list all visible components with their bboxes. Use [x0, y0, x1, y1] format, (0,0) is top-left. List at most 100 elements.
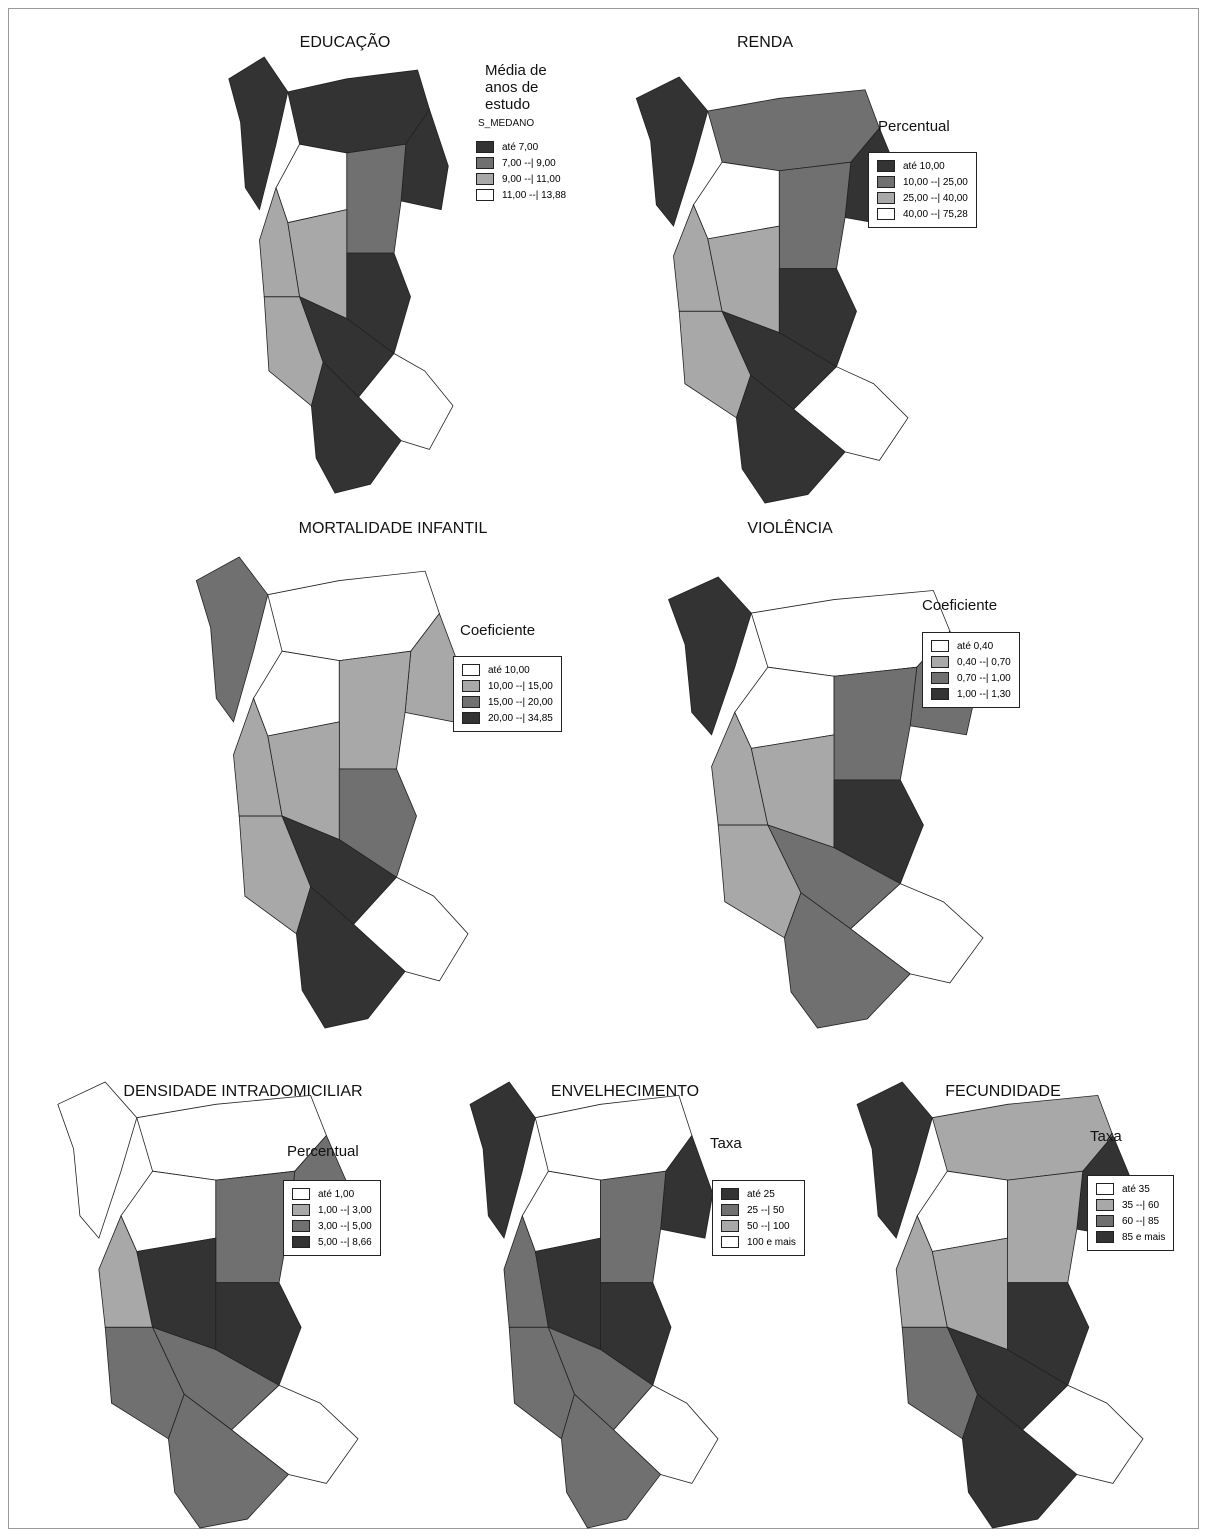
legend-label: 5,00 --| 8,66 — [318, 1236, 372, 1248]
legend: até 25 25 --| 50 50 --| 100 100 e mais — [712, 1180, 805, 1256]
map — [668, 576, 984, 1029]
map-region — [668, 576, 752, 736]
legend-entry: 25,00 --| 40,00 — [877, 190, 968, 206]
legend-swatch — [462, 696, 480, 708]
legend-entry: 15,00 --| 20,00 — [462, 694, 553, 710]
legend-label: 0,40 --| 0,70 — [957, 656, 1011, 668]
legend-swatch — [877, 176, 895, 188]
legend-label: 25 --| 50 — [747, 1204, 785, 1216]
legend-swatch — [1096, 1183, 1114, 1195]
map-region — [1007, 1282, 1090, 1386]
map-title: RENDA — [736, 34, 794, 51]
legend-label: até 0,40 — [957, 640, 994, 652]
legend: até 0,40 0,40 --| 0,70 0,70 --| 1,00 1,00 -… — [922, 632, 1020, 708]
legend-swatch — [931, 672, 949, 684]
legend-swatch — [476, 141, 494, 153]
map-region — [833, 666, 918, 781]
legend-entry: 20,00 --| 34,85 — [462, 710, 553, 726]
legend-label: 10,00 --| 25,00 — [903, 176, 968, 188]
legend-swatch — [931, 640, 949, 652]
legend-label: 35 --| 60 — [1122, 1199, 1160, 1211]
legend-swatch — [292, 1220, 310, 1232]
map-region — [338, 650, 412, 770]
map-region — [961, 1393, 1078, 1529]
legend-swatch — [1096, 1199, 1114, 1211]
legend-entry: 9,00 --| 11,00 — [476, 171, 566, 187]
map-region — [521, 1170, 601, 1252]
legend-swatch — [292, 1188, 310, 1200]
legend-entry: 7,00 --| 9,00 — [476, 155, 566, 171]
map — [469, 1081, 719, 1529]
legend-label: até 1,00 — [318, 1188, 355, 1200]
map-region — [338, 768, 417, 878]
map-region — [346, 143, 407, 254]
legend-swatch — [877, 160, 895, 172]
legend-swatch — [476, 157, 494, 169]
legend-entry: 100 e mais — [721, 1234, 796, 1250]
legend-title: Percentual — [878, 118, 950, 135]
map-region — [600, 1170, 667, 1284]
legend-entry: 1,00 --| 1,30 — [931, 686, 1011, 702]
legend-label: 9,00 --| 11,00 — [502, 173, 561, 185]
map-region — [916, 1170, 1008, 1252]
legend-entry: 11,00 --| 13,88 — [476, 187, 566, 203]
legend-swatch — [721, 1204, 739, 1216]
legend-swatch — [292, 1204, 310, 1216]
legend-entry: até 1,00 — [292, 1186, 372, 1202]
legend-swatch — [462, 664, 480, 676]
map-region — [778, 161, 852, 270]
legend-swatch — [721, 1188, 739, 1200]
map-region — [734, 666, 835, 749]
legend-label: 25,00 --| 40,00 — [903, 192, 968, 204]
map-region — [120, 1170, 217, 1252]
map-region — [735, 374, 846, 504]
legend-swatch — [1096, 1231, 1114, 1243]
legend-entry: 5,00 --| 8,66 — [292, 1234, 372, 1250]
legend-title: Coeficiente — [922, 597, 998, 614]
legend: até 10,00 10,00 --| 15,00 15,00 --| 20,00 2… — [453, 656, 562, 732]
legend-label: 100 e mais — [747, 1236, 796, 1248]
frame — [8, 8, 1199, 1529]
legend-entry: até 35 — [1096, 1181, 1165, 1197]
map-title: ENVELHECIMENTO — [550, 1083, 700, 1100]
legend-entry: até 10,00 — [877, 158, 968, 174]
legend-entry: 10,00 --| 15,00 — [462, 678, 553, 694]
map-title: MORTALIDADE INFANTIL — [298, 520, 488, 537]
legend-label: até 10,00 — [903, 160, 945, 172]
legend-entry: 1,00 --| 3,00 — [292, 1202, 372, 1218]
map-region — [635, 76, 709, 227]
legend-label: 1,00 --| 1,30 — [957, 688, 1011, 700]
legend-label: 0,70 --| 1,00 — [957, 672, 1011, 684]
legend-swatch — [292, 1236, 310, 1248]
legend-label: até 10,00 — [488, 664, 530, 676]
map-region — [195, 556, 269, 723]
legend-label: até 7,00 — [502, 141, 539, 153]
map-region — [275, 143, 348, 224]
map — [195, 556, 469, 1029]
map-region — [346, 252, 411, 355]
legend-label: 50 --| 100 — [747, 1220, 790, 1232]
map-region — [856, 1081, 933, 1239]
legend-title: Taxa — [710, 1135, 742, 1152]
map-region — [253, 650, 340, 737]
legend-swatch — [476, 189, 494, 201]
legend-entry: até 25 — [721, 1186, 796, 1202]
map-region — [57, 1081, 138, 1239]
legend-subtitle: S_MEDANO — [478, 118, 535, 129]
map-title: EDUCAÇÃO — [299, 34, 391, 51]
legend-entry: até 10,00 — [462, 662, 553, 678]
map-region — [310, 361, 402, 494]
legend-label: 20,00 --| 34,85 — [488, 712, 553, 724]
map — [228, 56, 454, 494]
legend-label: 11,00 --| 13,88 — [502, 189, 567, 201]
map-region — [783, 892, 911, 1029]
map-region — [1007, 1170, 1084, 1284]
legend-swatch — [931, 688, 949, 700]
legend-swatch — [877, 192, 895, 204]
map-region — [215, 1282, 302, 1386]
map — [635, 76, 909, 504]
legend: até 1,00 1,00 --| 3,00 3,00 --| 5,00 5,00 -… — [283, 1180, 381, 1256]
legend-label: 40,00 --| 75,28 — [903, 208, 968, 220]
legend-label: 10,00 --| 15,00 — [488, 680, 553, 692]
